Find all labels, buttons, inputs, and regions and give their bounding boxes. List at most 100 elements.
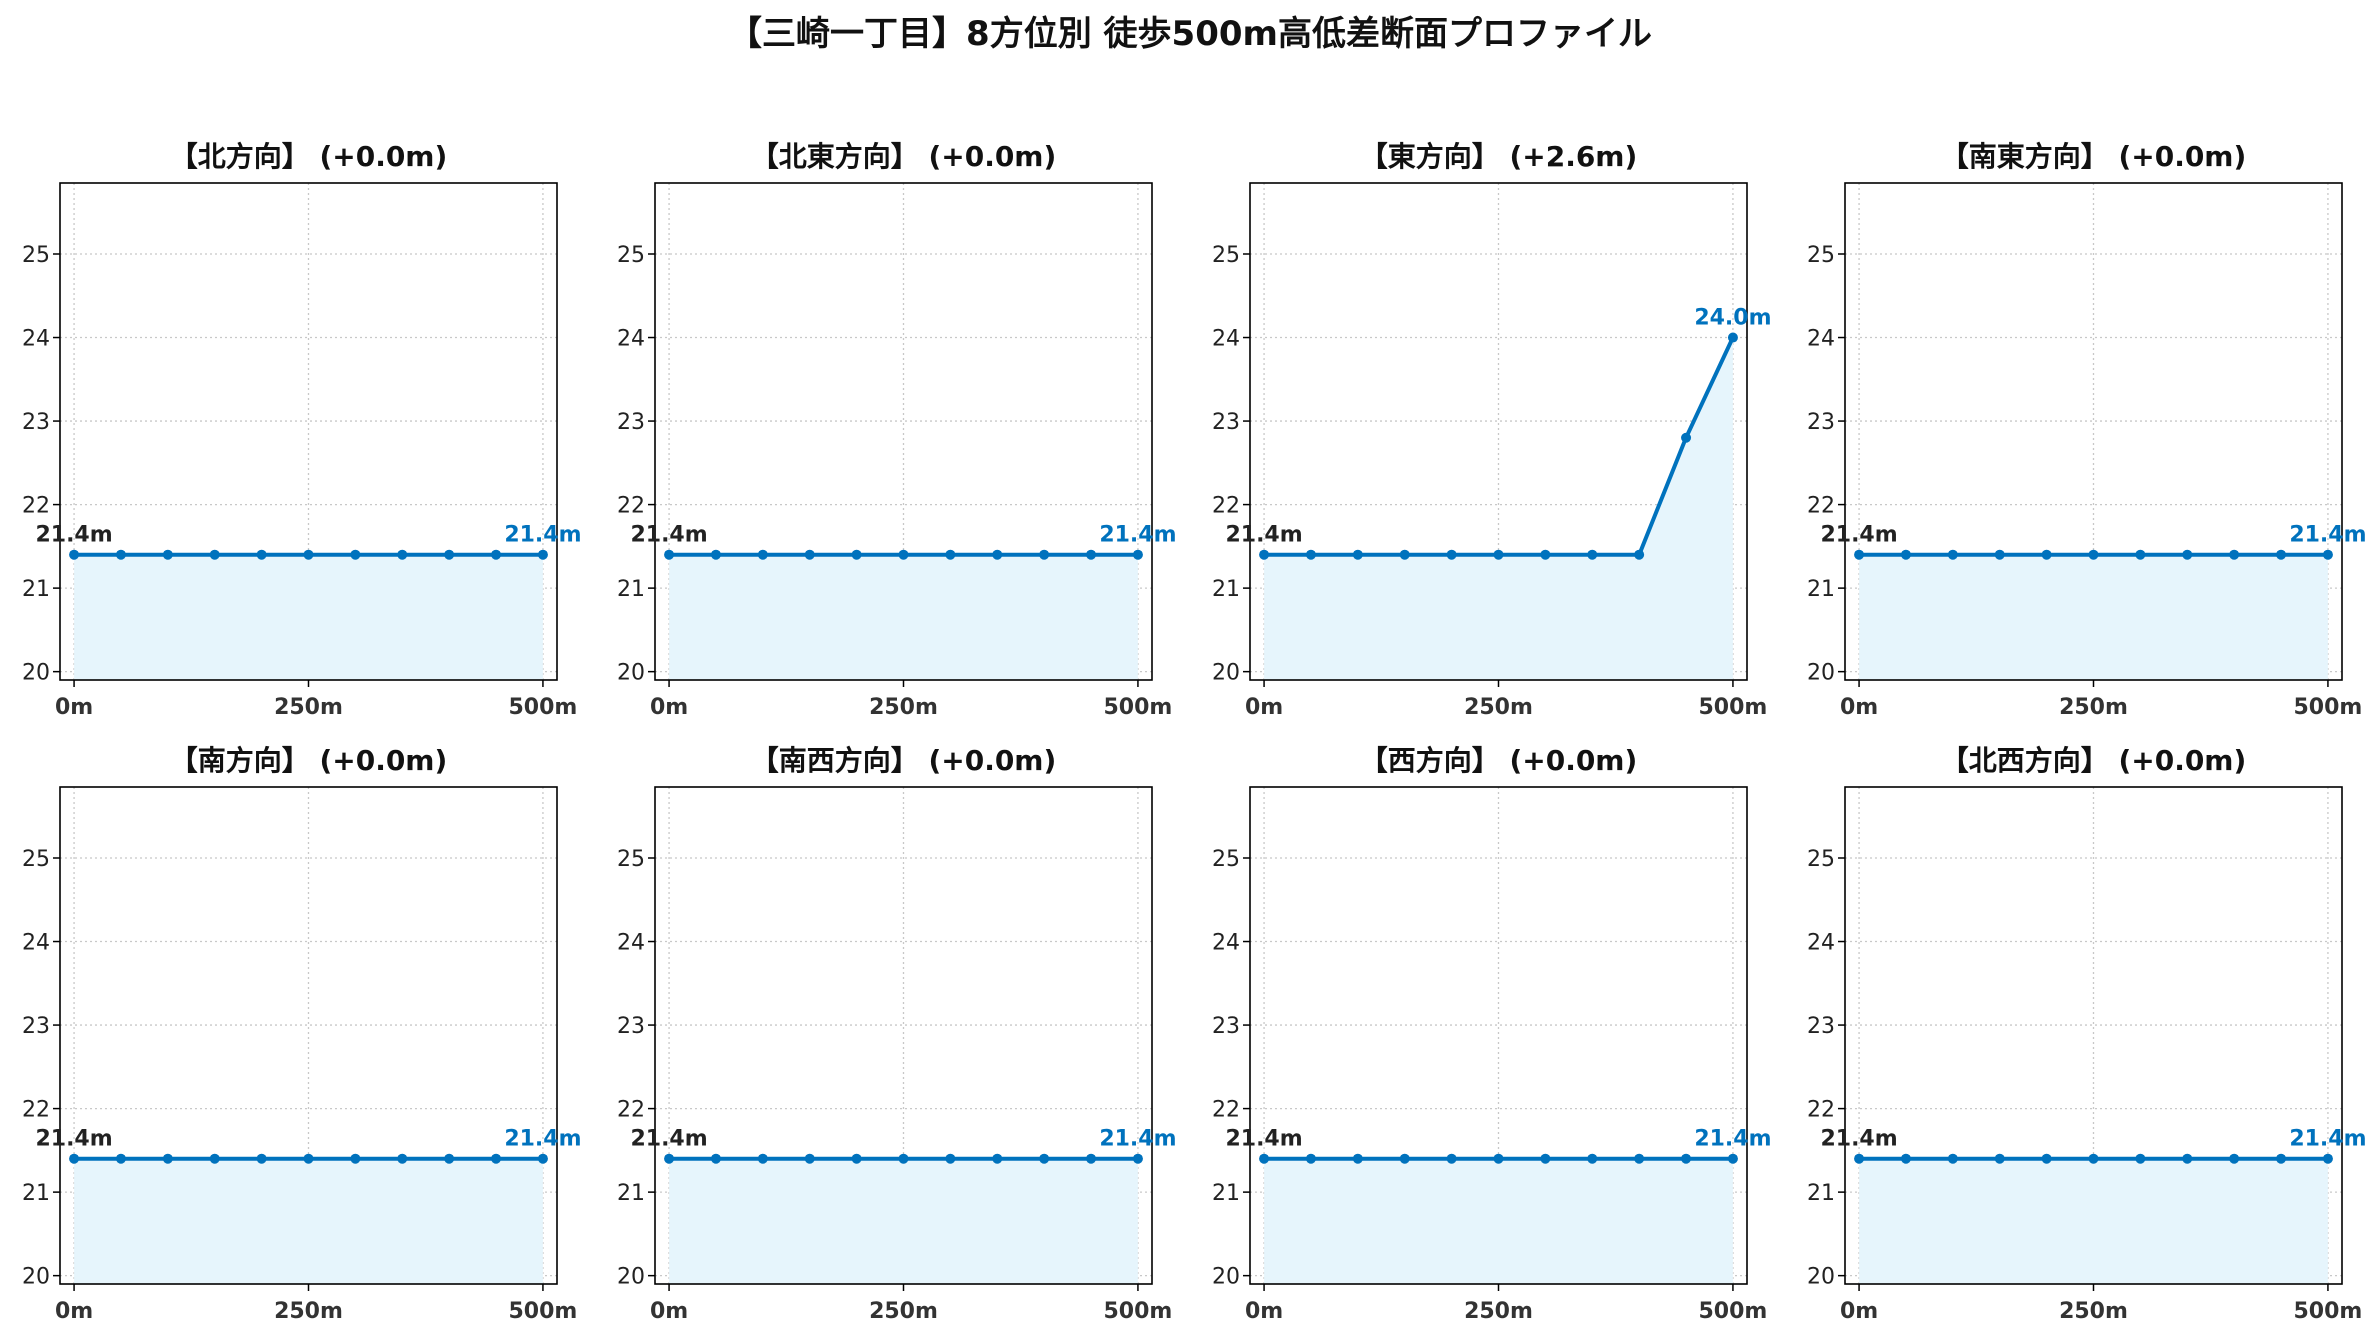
profile-point xyxy=(444,549,455,560)
profile-area xyxy=(669,554,1138,680)
end-elevation-label: 21.4m xyxy=(504,1127,581,1152)
end-elevation-label: 21.4m xyxy=(1099,523,1176,548)
y-tick-label: 25 xyxy=(1212,243,1240,268)
x-tick-label: 250m xyxy=(274,1299,343,1324)
profile-point xyxy=(1854,549,1865,560)
profile-point xyxy=(1446,549,1457,560)
x-tick-label: 500m xyxy=(1699,695,1768,720)
x-tick-label: 0m xyxy=(55,695,93,720)
profile-point xyxy=(1540,1153,1551,1164)
profile-point xyxy=(2088,1153,2099,1164)
y-tick-label: 24 xyxy=(22,327,50,352)
x-tick-label: 250m xyxy=(2059,1299,2128,1324)
y-tick-label: 24 xyxy=(1807,931,1835,956)
profile-point xyxy=(209,1153,220,1164)
y-tick-label: 20 xyxy=(1212,1265,1240,1290)
profile-point xyxy=(2041,1153,2052,1164)
profile-area xyxy=(669,1158,1138,1284)
y-tick-label: 22 xyxy=(22,494,50,519)
profile-point xyxy=(256,549,267,560)
profile-point xyxy=(757,549,768,560)
profile-point xyxy=(1727,332,1738,343)
profile-point xyxy=(69,549,80,560)
profile-area xyxy=(1859,554,2328,680)
profile-point xyxy=(1947,1153,1958,1164)
profile-point xyxy=(1039,1153,1050,1164)
profile-point xyxy=(397,1153,408,1164)
profile-area xyxy=(74,554,543,680)
x-tick-label: 0m xyxy=(55,1299,93,1324)
y-tick-label: 20 xyxy=(22,661,50,686)
x-tick-label: 0m xyxy=(650,695,688,720)
profile-area xyxy=(1859,1158,2328,1284)
y-tick-label: 24 xyxy=(22,931,50,956)
profile-point xyxy=(2322,549,2333,560)
profile-point xyxy=(898,549,909,560)
profile-point xyxy=(1900,1153,1911,1164)
y-tick-label: 22 xyxy=(1212,1098,1240,1123)
start-elevation-label: 21.4m xyxy=(1225,1127,1302,1152)
profile-point xyxy=(1681,1153,1692,1164)
x-tick-label: 250m xyxy=(869,695,938,720)
y-tick-label: 21 xyxy=(1212,1181,1240,1206)
panel-title: 【南東方向】 (+0.0m) xyxy=(1941,140,2247,173)
profile-point xyxy=(491,1153,502,1164)
profile-point xyxy=(1947,549,1958,560)
y-tick-label: 23 xyxy=(22,1014,50,1039)
profile-point xyxy=(1352,1153,1363,1164)
profile-point xyxy=(1540,549,1551,560)
y-tick-label: 24 xyxy=(1212,327,1240,352)
y-tick-label: 25 xyxy=(1807,847,1835,872)
profile-point xyxy=(1446,1153,1457,1164)
y-tick-label: 23 xyxy=(22,410,50,435)
x-tick-label: 250m xyxy=(1464,695,1533,720)
profile-point xyxy=(350,1153,361,1164)
profile-point xyxy=(303,1153,314,1164)
y-tick-label: 20 xyxy=(617,661,645,686)
x-tick-label: 0m xyxy=(1840,1299,1878,1324)
profile-point xyxy=(757,1153,768,1164)
panel-title: 【北西方向】 (+0.0m) xyxy=(1941,744,2247,777)
y-tick-label: 21 xyxy=(22,1181,50,1206)
y-tick-label: 21 xyxy=(617,577,645,602)
profile-point xyxy=(1132,1153,1143,1164)
figure-title: 【三崎一丁目】8方位別 徒歩500m高低差断面プロファイル xyxy=(728,14,1652,54)
y-tick-label: 23 xyxy=(1807,1014,1835,1039)
x-tick-label: 0m xyxy=(1840,695,1878,720)
profile-point xyxy=(444,1153,455,1164)
y-tick-label: 20 xyxy=(1807,661,1835,686)
profile-point xyxy=(1727,1153,1738,1164)
profile-point xyxy=(1305,549,1316,560)
y-tick-label: 24 xyxy=(617,327,645,352)
profile-point xyxy=(804,1153,815,1164)
profile-point xyxy=(1587,1153,1598,1164)
y-tick-label: 25 xyxy=(1212,847,1240,872)
profile-point xyxy=(256,1153,267,1164)
start-elevation-label: 21.4m xyxy=(1820,1127,1897,1152)
x-tick-label: 250m xyxy=(1464,1299,1533,1324)
profile-point xyxy=(1086,1153,1097,1164)
profile-point xyxy=(1634,1153,1645,1164)
profile-point xyxy=(491,549,502,560)
y-tick-label: 25 xyxy=(22,847,50,872)
y-tick-label: 22 xyxy=(1212,494,1240,519)
y-tick-label: 22 xyxy=(22,1098,50,1123)
profile-point xyxy=(664,549,675,560)
profile-point xyxy=(303,549,314,560)
profile-point xyxy=(2276,549,2287,560)
profile-point xyxy=(2135,1153,2146,1164)
profile-point xyxy=(537,1153,548,1164)
profile-point xyxy=(1994,1153,2005,1164)
profile-point xyxy=(537,549,548,560)
profile-point xyxy=(1399,549,1410,560)
profile-area xyxy=(74,1158,543,1284)
x-tick-label: 500m xyxy=(1104,1299,1173,1324)
profile-point xyxy=(162,549,173,560)
profile-point xyxy=(350,549,361,560)
profile-point xyxy=(2276,1153,2287,1164)
